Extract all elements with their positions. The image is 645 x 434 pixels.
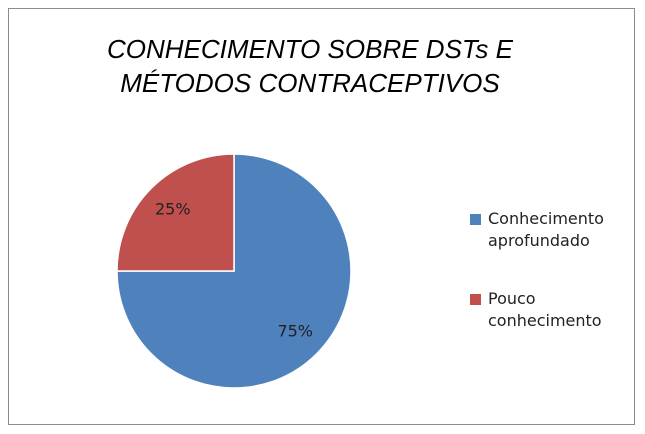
pie-slice bbox=[116, 153, 352, 389]
chart-title: CONHECIMENTO SOBRE DSTs E MÉTODOS CONTRA… bbox=[107, 34, 513, 98]
data-label: 75% bbox=[277, 322, 313, 341]
legend-label: Conhecimento aprofundado bbox=[488, 209, 604, 250]
chart-frame bbox=[8, 8, 635, 425]
legend-label: Pouco conhecimento bbox=[488, 289, 602, 330]
legend-swatch bbox=[470, 214, 481, 225]
legend-swatch bbox=[470, 294, 481, 305]
pie-slice bbox=[116, 153, 235, 272]
data-label: 25% bbox=[155, 199, 191, 218]
